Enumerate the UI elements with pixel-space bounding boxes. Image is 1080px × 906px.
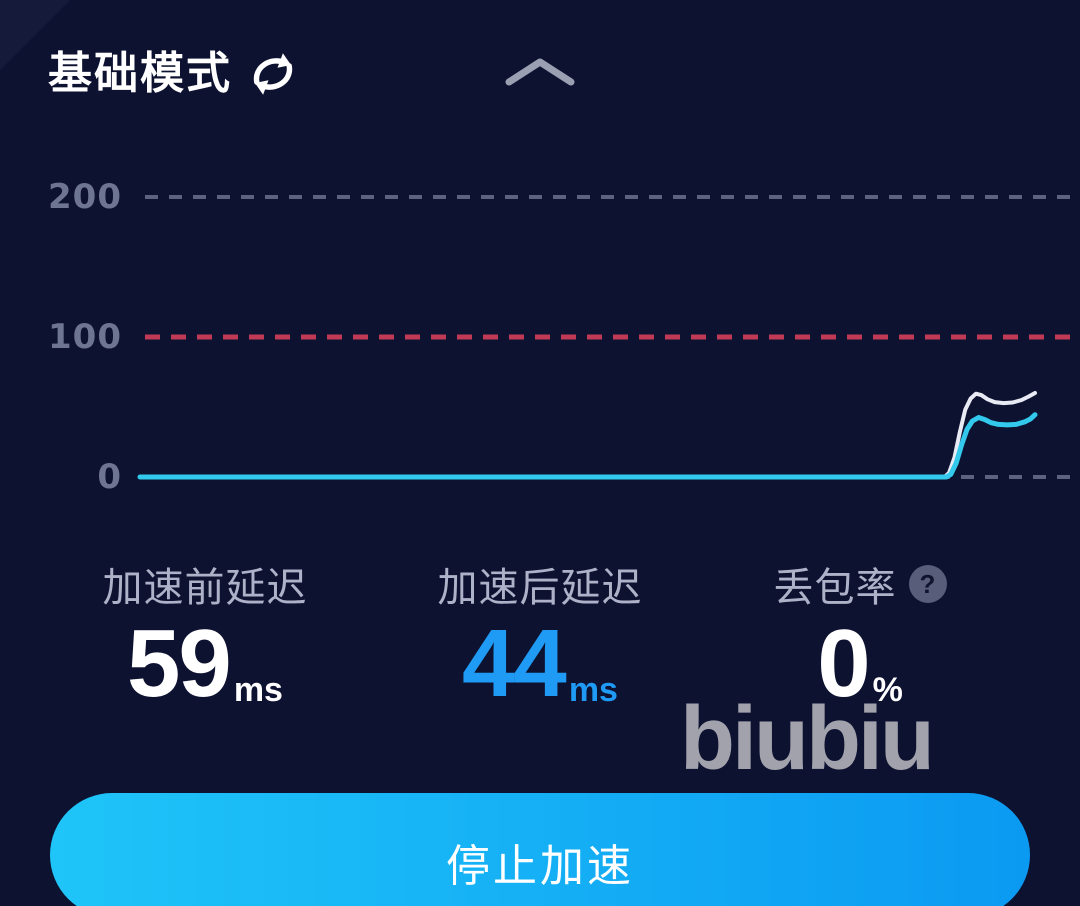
chevron-up-icon[interactable]: [504, 56, 576, 88]
stat-latency-after: 加速后延迟 44 ms: [390, 560, 690, 717]
stats-row: 加速前延迟 59 ms 加速后延迟 44 ms 丢包率 ? 0 %: [0, 560, 1080, 717]
refresh-cycle-icon[interactable]: [246, 50, 300, 98]
stat-value: 0: [817, 610, 870, 717]
stat-label: 丢包率: [773, 566, 897, 610]
stat-label: 加速后延迟: [437, 566, 643, 610]
watermark-biubiu: biubiu: [680, 689, 935, 789]
stat-unit: %: [872, 671, 903, 709]
stop-acceleration-button[interactable]: 停止加速: [50, 793, 1030, 906]
corner-glow-decoration: [0, 0, 70, 70]
latency-chart-canvas: [137, 195, 1080, 480]
stat-value: 44: [462, 610, 567, 717]
stat-value: 59: [127, 610, 232, 717]
help-icon[interactable]: ?: [908, 565, 947, 603]
stat-packet-loss: 丢包率 ? 0 %: [710, 560, 1010, 717]
y-axis-tick-200: 200: [48, 177, 122, 217]
latency-chart: 200 100 0: [0, 150, 1080, 530]
stat-unit: ms: [233, 671, 283, 709]
stat-unit: ms: [568, 671, 618, 709]
stat-label: 加速前延迟: [102, 566, 308, 610]
header: 基础模式: [48, 48, 300, 100]
y-axis-tick-100: 100: [48, 317, 122, 357]
page-title: 基础模式: [48, 49, 232, 98]
stat-latency-before: 加速前延迟 59 ms: [55, 560, 355, 717]
stop-acceleration-label: 停止加速: [446, 842, 634, 891]
y-axis-tick-0: 0: [97, 457, 122, 497]
